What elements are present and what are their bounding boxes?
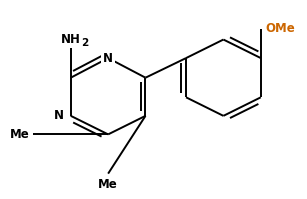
Text: Me: Me	[98, 178, 118, 191]
Text: OMe: OMe	[265, 22, 295, 35]
Text: Me: Me	[10, 128, 29, 141]
Text: 2: 2	[81, 38, 89, 48]
Text: N: N	[103, 52, 113, 64]
Text: N: N	[54, 109, 64, 122]
Text: NH: NH	[61, 33, 81, 46]
